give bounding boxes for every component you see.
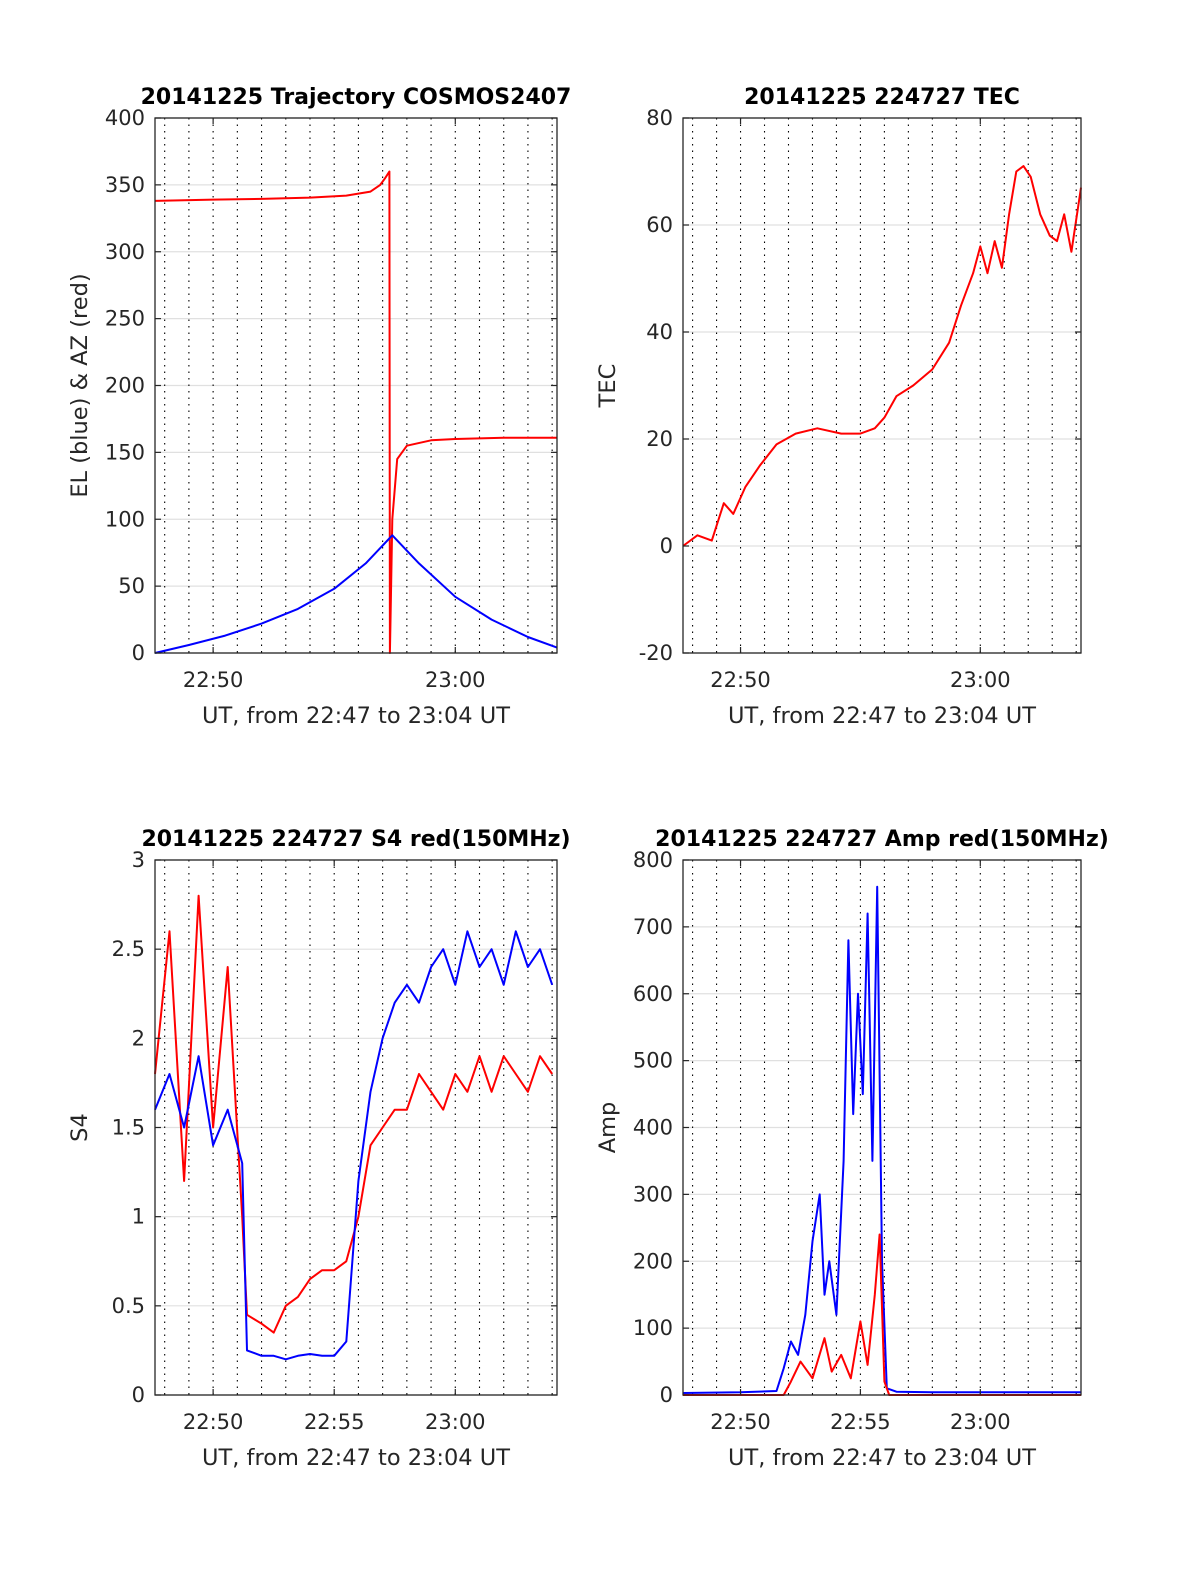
y-tick-label: 800 <box>633 848 673 872</box>
x-tick-label: 22:55 <box>304 1410 365 1434</box>
chart-s4: 0 0.5 1 1.5 2 2.5 3 22:50 22:55 23:00 20141225 224… <box>67 827 571 1471</box>
y-tick-label: 250 <box>105 307 145 331</box>
chart-title: 20141225 224727 S4 red(150MHz) <box>141 827 570 852</box>
x-tick-label: 22:50 <box>710 668 771 692</box>
x-tick-label: 23:00 <box>425 668 486 692</box>
y-tick-label: -20 <box>639 641 673 665</box>
y-tick-label: 200 <box>105 374 145 398</box>
chart-title: 20141225 224727 TEC <box>744 85 1020 110</box>
y-tick-label: 500 <box>633 1049 673 1073</box>
y-tick-label: 50 <box>118 574 145 598</box>
x-tick-label: 23:00 <box>425 1410 486 1434</box>
y-tick-label: 0 <box>660 534 673 558</box>
y-tick-label: 2.5 <box>112 937 145 961</box>
y-tick-label: 350 <box>105 173 145 197</box>
y-tick-label: 300 <box>105 240 145 264</box>
y-tick-label: 3 <box>132 848 145 872</box>
chart-title: 20141225 224727 Amp red(150MHz) <box>655 827 1109 852</box>
x-tick-label: 22:55 <box>830 1410 891 1434</box>
x-axis-label: UT, from 22:47 to 23:04 UT <box>728 703 1036 729</box>
y-tick-label: 400 <box>633 1116 673 1140</box>
y-tick-label: 2 <box>132 1026 145 1050</box>
y-tick-label: 400 <box>105 106 145 130</box>
x-axis-label: UT, from 22:47 to 23:04 UT <box>728 1445 1036 1471</box>
y-tick-label: 0 <box>132 641 145 665</box>
x-axis-label: UT, from 22:47 to 23:04 UT <box>202 703 510 729</box>
y-tick-label: 60 <box>646 213 673 237</box>
y-tick-label: 700 <box>633 915 673 939</box>
chart-tec: -20 0 20 40 60 80 22:50 23:00 20141225 224727 TE… <box>595 85 1082 729</box>
plot-area <box>683 118 1081 653</box>
series-line-red <box>154 894 554 1334</box>
axes-box <box>682 117 1082 654</box>
x-tick-label: 22:50 <box>183 1410 244 1434</box>
y-axis-label: S4 <box>67 1113 93 1142</box>
series-line-red <box>682 165 1082 547</box>
chart-trajectory: 0 50 100 150 200 250 300 350 400 22:50 23:00 201412… <box>67 85 571 729</box>
series-line-red <box>154 170 557 654</box>
x-tick-label: 22:50 <box>710 1410 771 1434</box>
chart-title: 20141225 Trajectory COSMOS2407 <box>141 85 572 110</box>
y-axis-label: TEC <box>595 364 621 409</box>
y-tick-label: 200 <box>633 1249 673 1273</box>
y-tick-label: 150 <box>105 440 145 464</box>
y-tick-label: 40 <box>646 320 673 344</box>
x-tick-label: 23:00 <box>950 1410 1011 1434</box>
x-axis-label: UT, from 22:47 to 23:04 UT <box>202 1445 510 1471</box>
series-line-blue <box>682 885 1081 1394</box>
y-tick-label: 20 <box>646 427 673 451</box>
y-tick-label: 600 <box>633 982 673 1006</box>
y-tick-label: 300 <box>633 1182 673 1206</box>
y-tick-label: 0 <box>132 1383 145 1407</box>
y-tick-label: 1.5 <box>112 1116 145 1140</box>
x-tick-label: 22:50 <box>183 668 244 692</box>
y-tick-label: 0 <box>660 1383 673 1407</box>
chart-amp: 0 100 200 300 400 500 600 700 800 22:50 22:55 23:00… <box>595 827 1109 1471</box>
series-line-blue <box>154 534 558 654</box>
x-tick-label: 23:00 <box>950 668 1011 692</box>
y-tick-label: 0.5 <box>112 1294 145 1318</box>
series-line-blue <box>154 930 554 1361</box>
y-tick-label: 1 <box>132 1205 145 1229</box>
y-tick-label: 100 <box>633 1316 673 1340</box>
y-axis-label: EL (blue) & AZ (red) <box>67 273 93 497</box>
y-tick-label: 80 <box>646 106 673 130</box>
series-line-red <box>683 1233 1081 1396</box>
y-axis-label: Amp <box>595 1102 621 1154</box>
y-tick-label: 100 <box>105 507 145 531</box>
